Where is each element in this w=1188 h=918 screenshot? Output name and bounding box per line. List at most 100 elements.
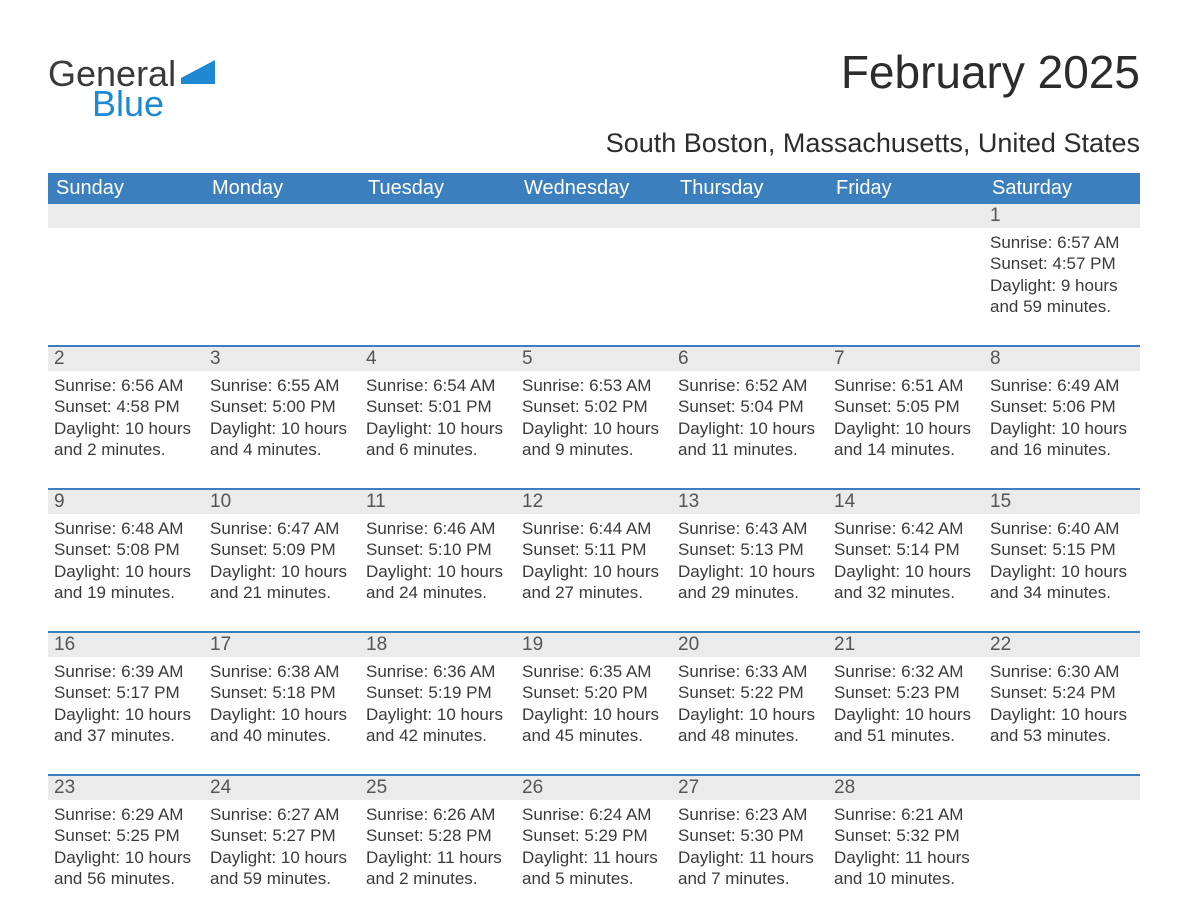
daylight-line: Daylight: 10 hours and 37 minutes.: [54, 704, 198, 747]
sunset-label: Sunset:: [678, 683, 740, 702]
sunrise-line: Sunrise: 6:23 AM: [678, 804, 822, 825]
sunrise-value: 6:38 AM: [277, 662, 339, 681]
daylight-line: Daylight: 10 hours and 32 minutes.: [834, 561, 978, 604]
weekday-header-row: SundayMondayTuesdayWednesdayThursdayFrid…: [48, 173, 1140, 204]
sunrise-line: Sunrise: 6:54 AM: [366, 375, 510, 396]
daylight-line: Daylight: 10 hours and 40 minutes.: [210, 704, 354, 747]
sunrise-value: 6:42 AM: [901, 519, 963, 538]
sunrise-value: 6:30 AM: [1057, 662, 1119, 681]
sunrise-label: Sunrise:: [990, 519, 1057, 538]
day-number-cell: 25: [360, 776, 516, 800]
sunrise-line: Sunrise: 6:53 AM: [522, 375, 666, 396]
sunrise-value: 6:55 AM: [277, 376, 339, 395]
sunrise-value: 6:21 AM: [901, 805, 963, 824]
day-number-cell: 24: [204, 776, 360, 800]
day-body-row: Sunrise: 6:56 AMSunset: 4:58 PMDaylight:…: [48, 371, 1140, 488]
sunrise-label: Sunrise:: [834, 376, 901, 395]
daylight-label: Daylight:: [522, 562, 593, 581]
sunrise-line: Sunrise: 6:33 AM: [678, 661, 822, 682]
sunset-line: Sunset: 5:04 PM: [678, 396, 822, 417]
sunrise-label: Sunrise:: [54, 805, 121, 824]
daylight-label: Daylight:: [990, 705, 1061, 724]
day-number-cell: 18: [360, 633, 516, 657]
sunset-value: 5:13 PM: [740, 540, 803, 559]
sunset-label: Sunset:: [54, 826, 116, 845]
day-number-cell: [672, 204, 828, 228]
weekday-header: Friday: [828, 173, 984, 204]
daylight-line: Daylight: 10 hours and 59 minutes.: [210, 847, 354, 890]
sunset-label: Sunset:: [834, 826, 896, 845]
day-number-cell: 12: [516, 490, 672, 514]
daylight-label: Daylight:: [990, 419, 1061, 438]
sunrise-label: Sunrise:: [834, 519, 901, 538]
sunset-line: Sunset: 5:32 PM: [834, 825, 978, 846]
sunrise-line: Sunrise: 6:21 AM: [834, 804, 978, 825]
sunset-value: 5:18 PM: [272, 683, 335, 702]
sunset-value: 5:15 PM: [1052, 540, 1115, 559]
sunset-value: 5:06 PM: [1052, 397, 1115, 416]
daylight-label: Daylight:: [366, 848, 437, 867]
day-number-cell: 19: [516, 633, 672, 657]
sunrise-value: 6:27 AM: [277, 805, 339, 824]
sunset-value: 5:02 PM: [584, 397, 647, 416]
sunrise-value: 6:43 AM: [745, 519, 807, 538]
sunset-line: Sunset: 5:24 PM: [990, 682, 1134, 703]
sunrise-line: Sunrise: 6:36 AM: [366, 661, 510, 682]
sunset-line: Sunset: 5:29 PM: [522, 825, 666, 846]
sunrise-value: 6:54 AM: [433, 376, 495, 395]
sunrise-line: Sunrise: 6:55 AM: [210, 375, 354, 396]
sunrise-value: 6:56 AM: [121, 376, 183, 395]
day-body-cell: [360, 228, 516, 345]
sunset-label: Sunset:: [678, 826, 740, 845]
daylight-label: Daylight:: [366, 705, 437, 724]
sunset-label: Sunset:: [990, 254, 1052, 273]
daylight-line: Daylight: 11 hours and 10 minutes.: [834, 847, 978, 890]
sunrise-label: Sunrise:: [990, 376, 1057, 395]
day-body-cell: Sunrise: 6:53 AMSunset: 5:02 PMDaylight:…: [516, 371, 672, 488]
daylight-label: Daylight:: [834, 419, 905, 438]
sunrise-line: Sunrise: 6:26 AM: [366, 804, 510, 825]
page-subtitle: South Boston, Massachusetts, United Stat…: [48, 128, 1140, 159]
daylight-line: Daylight: 10 hours and 48 minutes.: [678, 704, 822, 747]
sunset-line: Sunset: 5:17 PM: [54, 682, 198, 703]
daylight-line: Daylight: 10 hours and 14 minutes.: [834, 418, 978, 461]
sunset-line: Sunset: 5:14 PM: [834, 539, 978, 560]
sunset-line: Sunset: 5:20 PM: [522, 682, 666, 703]
sunrise-line: Sunrise: 6:57 AM: [990, 232, 1134, 253]
daylight-label: Daylight:: [366, 419, 437, 438]
sunset-value: 5:11 PM: [584, 540, 646, 559]
daylight-label: Daylight:: [522, 419, 593, 438]
sunrise-label: Sunrise:: [522, 805, 589, 824]
sunset-label: Sunset:: [54, 540, 116, 559]
day-number-cell: 3: [204, 347, 360, 371]
daylight-line: Daylight: 10 hours and 19 minutes.: [54, 561, 198, 604]
day-number-row: 1: [48, 204, 1140, 228]
sunset-label: Sunset:: [54, 397, 116, 416]
sunset-line: Sunset: 5:08 PM: [54, 539, 198, 560]
sunset-line: Sunset: 5:05 PM: [834, 396, 978, 417]
day-number-cell: 9: [48, 490, 204, 514]
day-body-cell: Sunrise: 6:36 AMSunset: 5:19 PMDaylight:…: [360, 657, 516, 774]
sunrise-label: Sunrise:: [210, 662, 277, 681]
day-body-cell: Sunrise: 6:55 AMSunset: 5:00 PMDaylight:…: [204, 371, 360, 488]
day-body-cell: Sunrise: 6:46 AMSunset: 5:10 PMDaylight:…: [360, 514, 516, 631]
day-body-cell: Sunrise: 6:51 AMSunset: 5:05 PMDaylight:…: [828, 371, 984, 488]
sunset-line: Sunset: 5:13 PM: [678, 539, 822, 560]
sunrise-value: 6:26 AM: [433, 805, 495, 824]
daylight-line: Daylight: 10 hours and 2 minutes.: [54, 418, 198, 461]
sunset-label: Sunset:: [990, 397, 1052, 416]
sunrise-label: Sunrise:: [54, 376, 121, 395]
sunset-label: Sunset:: [990, 540, 1052, 559]
sunset-label: Sunset:: [678, 397, 740, 416]
sunset-value: 5:20 PM: [584, 683, 647, 702]
sunrise-label: Sunrise:: [678, 805, 745, 824]
day-body-cell: Sunrise: 6:35 AMSunset: 5:20 PMDaylight:…: [516, 657, 672, 774]
sunrise-line: Sunrise: 6:39 AM: [54, 661, 198, 682]
sunrise-value: 6:36 AM: [433, 662, 495, 681]
daylight-label: Daylight:: [678, 848, 749, 867]
day-number-cell: 4: [360, 347, 516, 371]
day-body-row: Sunrise: 6:48 AMSunset: 5:08 PMDaylight:…: [48, 514, 1140, 631]
sunrise-value: 6:24 AM: [589, 805, 651, 824]
daylight-label: Daylight:: [54, 562, 125, 581]
daylight-line: Daylight: 10 hours and 6 minutes.: [366, 418, 510, 461]
